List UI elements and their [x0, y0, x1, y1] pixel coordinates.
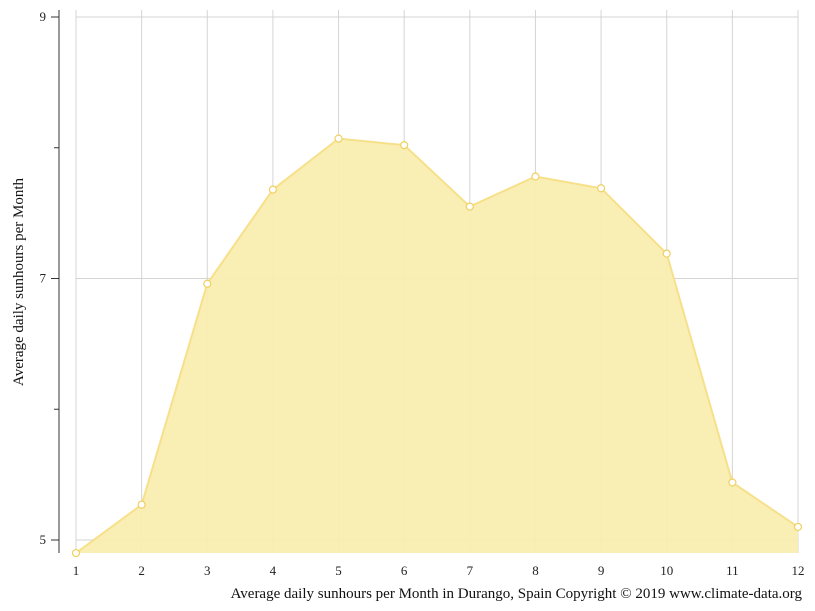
x-tick-label-8: 8	[532, 563, 539, 578]
chart-caption: Average daily sunhours per Month in Dura…	[231, 586, 803, 602]
area-fill	[76, 138, 798, 554]
y-tick-label-7: 7	[40, 271, 47, 286]
data-point-9	[596, 184, 606, 193]
data-point-5	[334, 134, 343, 143]
data-point-3	[203, 279, 212, 288]
y-axis-title: Average daily sunhours per Month	[11, 178, 27, 387]
y-tick-label-5: 5	[40, 532, 47, 547]
data-point-12	[793, 522, 803, 532]
x-tick-label-5: 5	[335, 563, 342, 578]
data-point-1	[71, 548, 81, 558]
x-tick-label-12: 12	[792, 563, 805, 578]
x-tick-label-7: 7	[467, 563, 474, 578]
y-tick-label-9: 9	[40, 9, 47, 24]
data-point-2	[137, 500, 146, 509]
x-tick-label-4: 4	[270, 563, 277, 578]
x-axis-ticks: 1 2 3 4 5 6 7 8 9 10 11 12	[73, 563, 805, 578]
y-axis-ticks: 9 7 5	[40, 9, 59, 547]
x-tick-label-1: 1	[73, 563, 80, 578]
series-line	[75, 137, 799, 554]
data-point-8	[531, 172, 540, 181]
x-tick-label-3: 3	[204, 563, 211, 578]
data-markers	[71, 134, 803, 558]
plot-area	[75, 137, 799, 554]
x-tick-label-9: 9	[598, 563, 605, 578]
data-point-4	[268, 185, 278, 194]
data-point-11	[728, 478, 737, 487]
data-point-6	[400, 141, 409, 150]
data-point-7	[465, 202, 474, 211]
x-tick-label-6: 6	[401, 563, 408, 578]
x-tick-label-11: 11	[726, 563, 739, 578]
data-point-10	[662, 249, 671, 258]
x-tick-label-10: 10	[660, 563, 673, 578]
x-tick-label-2: 2	[138, 563, 145, 578]
